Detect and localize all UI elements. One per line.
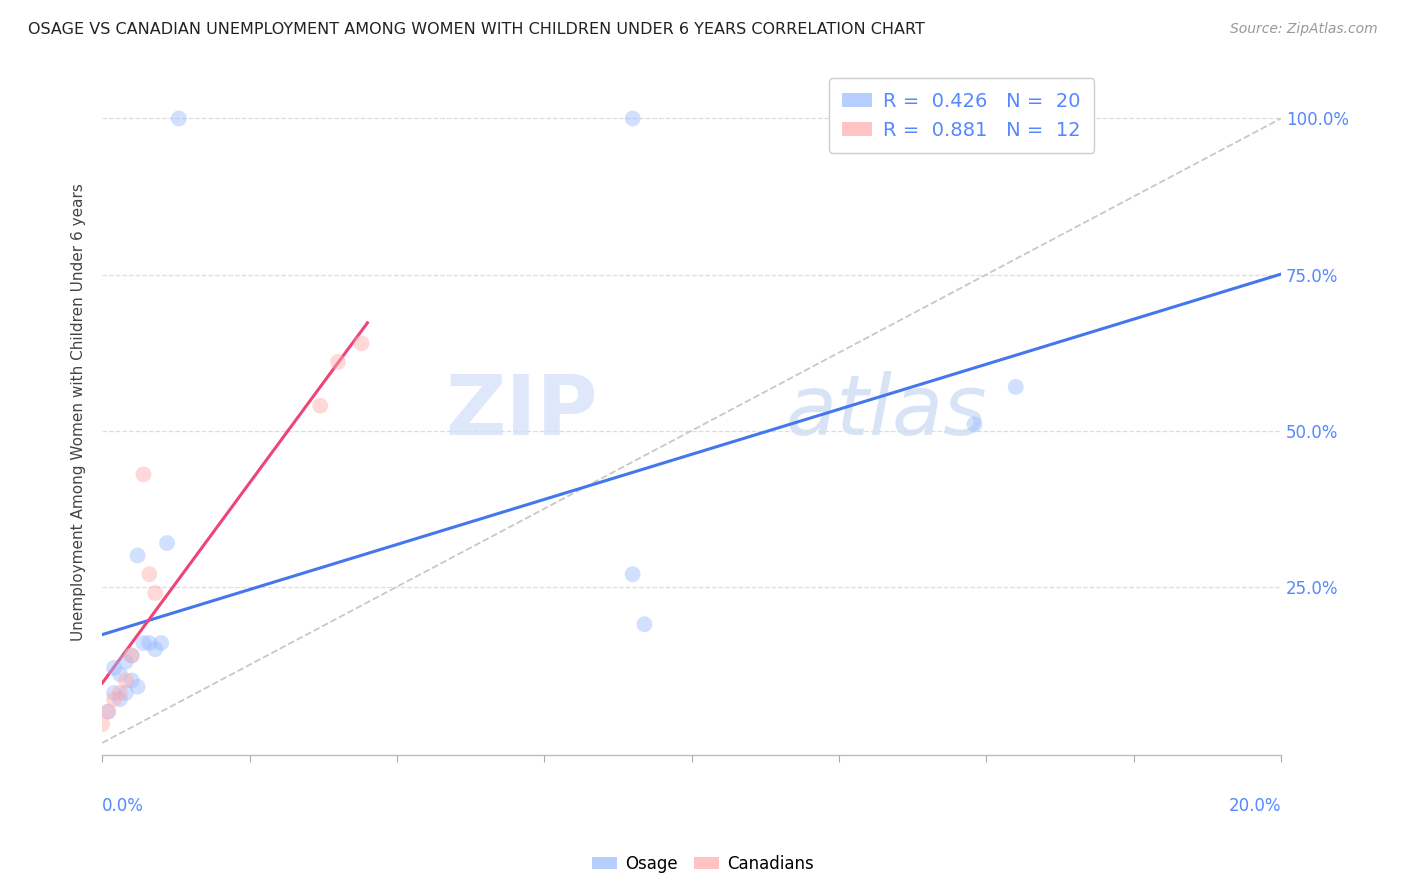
Point (138, 567, 160, 582)
Point (132, 636, 155, 650)
Point (127, 549, 149, 563)
Point (97, 705, 120, 719)
Point (326, 355, 349, 369)
Point (121, 648, 143, 663)
Point (143, 586, 166, 600)
Point (156, 536, 179, 550)
Point (621, 567, 644, 582)
Point (121, 648, 143, 663)
Point (138, 636, 160, 650)
Point (350, 336, 373, 351)
Point (91, 717, 114, 731)
Point (103, 686, 125, 700)
Y-axis label: Unemployment Among Women with Children Under 6 years: Unemployment Among Women with Children U… (72, 183, 86, 640)
Point (167, 112, 190, 126)
Point (108, 667, 131, 681)
Point (143, 642, 166, 657)
Point (309, 399, 332, 413)
Text: atlas: atlas (786, 371, 987, 452)
Point (114, 655, 136, 669)
Point (114, 686, 136, 700)
Point (108, 686, 131, 700)
Text: 20.0%: 20.0% (1229, 797, 1281, 814)
Point (103, 692, 125, 706)
Legend: Osage, Canadians: Osage, Canadians (585, 848, 821, 880)
Point (108, 692, 131, 706)
Point (97, 705, 120, 719)
Legend: R =  0.426   N =  20, R =  0.881   N =  12: R = 0.426 N = 20, R = 0.881 N = 12 (828, 78, 1094, 153)
Point (132, 467, 155, 482)
Text: OSAGE VS CANADIAN UNEMPLOYMENT AMONG WOMEN WITH CHILDREN UNDER 6 YEARS CORRELATI: OSAGE VS CANADIAN UNEMPLOYMENT AMONG WOM… (28, 22, 925, 37)
Point (963, 417, 986, 432)
Point (114, 673, 136, 688)
Text: ZIP: ZIP (444, 371, 598, 452)
Point (127, 680, 149, 694)
Point (150, 636, 173, 650)
Point (103, 661, 125, 675)
Point (633, 617, 655, 632)
Text: 0.0%: 0.0% (103, 797, 143, 814)
Point (621, 112, 644, 126)
Text: Source: ZipAtlas.com: Source: ZipAtlas.com (1230, 22, 1378, 37)
Point (121, 673, 143, 688)
Point (1004, 380, 1026, 394)
